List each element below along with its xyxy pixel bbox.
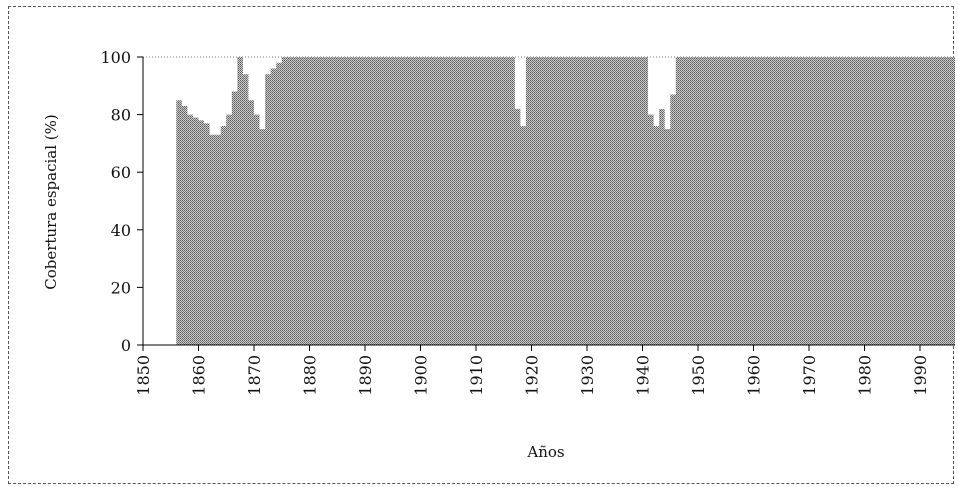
x-tick-label: 1880 bbox=[301, 355, 320, 396]
x-axis-label: Años bbox=[526, 443, 564, 461]
x-tick-label: 1900 bbox=[412, 355, 431, 396]
x-tick-label: 1960 bbox=[745, 355, 764, 396]
x-tick-label: 1990 bbox=[911, 355, 930, 396]
y-tick-label: 80 bbox=[111, 106, 131, 125]
x-tick-label: 1920 bbox=[523, 355, 542, 396]
x-tick-label: 1910 bbox=[467, 355, 486, 396]
y-tick-label: 60 bbox=[111, 163, 131, 182]
series-area-0 bbox=[173, 57, 958, 345]
y-tick-label: 40 bbox=[111, 221, 131, 240]
x-tick-label: 1980 bbox=[856, 355, 875, 396]
y-tick-label: 20 bbox=[111, 278, 131, 297]
x-tick-label: 1860 bbox=[190, 355, 209, 396]
x-tick-label: 1870 bbox=[245, 355, 264, 396]
y-axis-label: Cobertura espacial (%) bbox=[42, 114, 60, 290]
y-tick-label: 0 bbox=[121, 336, 131, 355]
x-tick-label: 1970 bbox=[800, 355, 819, 396]
y-tick-label: 100 bbox=[100, 48, 131, 67]
x-tick-label: 1850 bbox=[134, 355, 153, 396]
x-tick-label: 1890 bbox=[356, 355, 375, 396]
x-tick-label: 1940 bbox=[634, 355, 653, 396]
x-tick-label: 1930 bbox=[578, 355, 597, 396]
x-tick-label: 1950 bbox=[689, 355, 708, 396]
